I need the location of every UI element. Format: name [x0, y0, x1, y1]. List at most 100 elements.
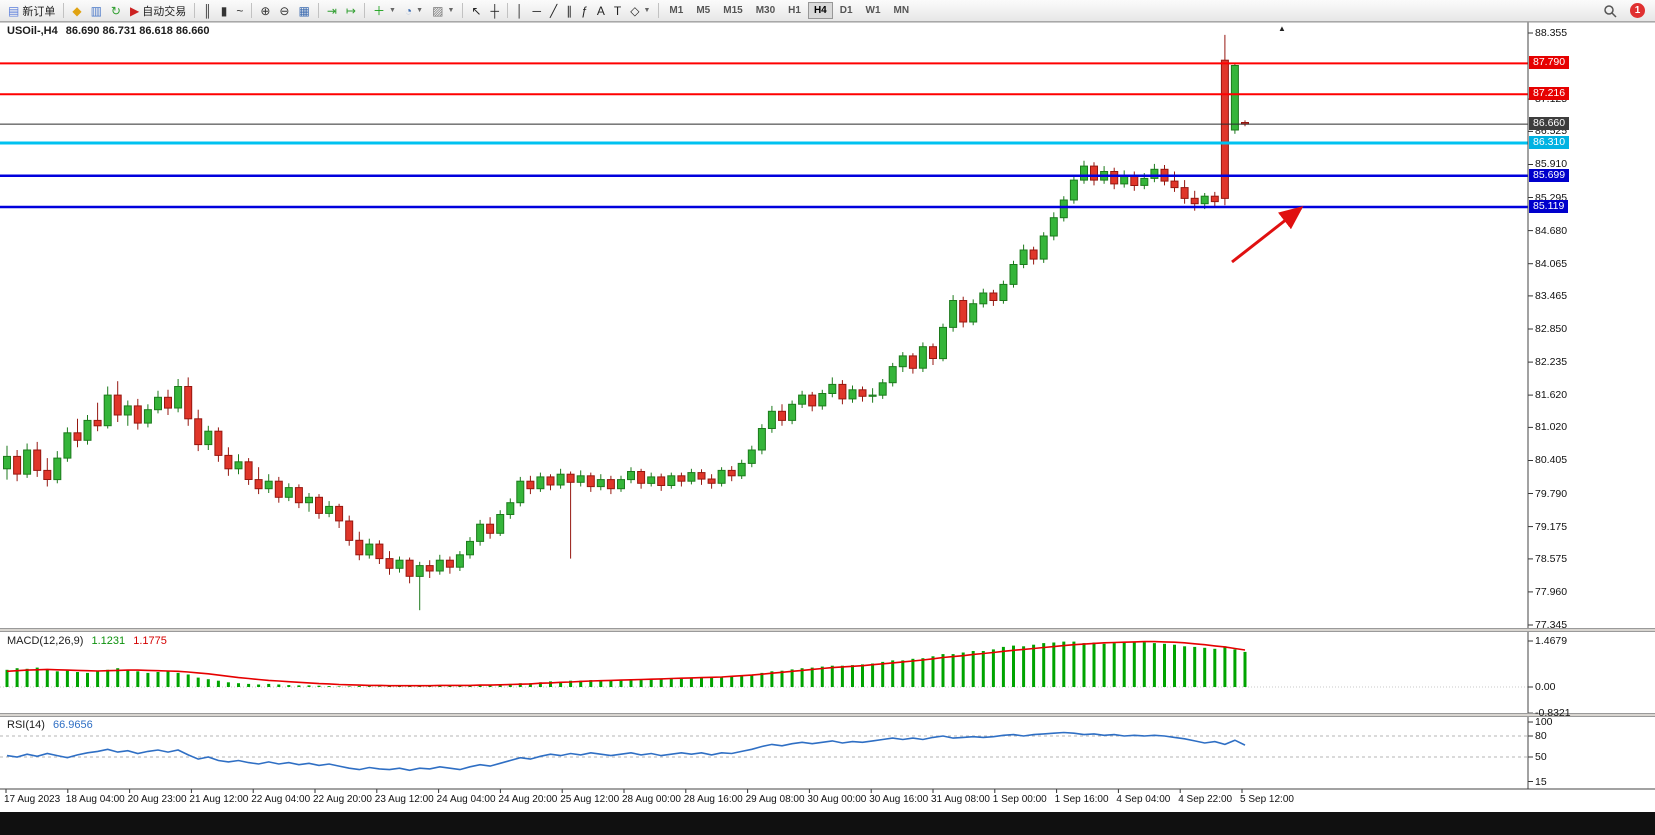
cursor-button[interactable]: ↖	[467, 2, 485, 20]
crosshair-button[interactable]: ┼	[486, 2, 503, 20]
cursor-icon: ↖	[471, 3, 482, 18]
chart-shift-marker[interactable]: ▲	[1278, 24, 1286, 33]
toolbar-separator	[363, 3, 365, 18]
ohlc-bars-icon: ║	[203, 3, 212, 18]
notification-badge[interactable]: 1	[1630, 3, 1645, 18]
time-label: 21 Aug 12:00	[189, 794, 249, 805]
annotation-arrow[interactable]	[1231, 206, 1304, 264]
tf-mn[interactable]: MN	[893, 5, 910, 16]
auto-scroll-button[interactable]: ⇥	[323, 2, 341, 20]
vertical-line-icon: │	[515, 3, 524, 18]
chevron-down-icon: ▼	[643, 7, 651, 14]
horizontal-line-icon: ─	[532, 3, 541, 18]
shapes-button[interactable]: ◇ ▼	[626, 2, 654, 20]
candlestick-icon: ▮	[220, 3, 228, 18]
price-tick-label: 79.790	[1535, 487, 1568, 500]
tf-m1[interactable]: M1	[669, 5, 684, 16]
time-axis[interactable]	[0, 789, 1655, 811]
symbol-title: USOil-,H4	[7, 25, 58, 37]
price-tick-label: 84.680	[1535, 224, 1568, 237]
trendline-button[interactable]: ╱	[546, 2, 561, 20]
bottom-bar	[0, 812, 1655, 835]
tf-d1[interactable]: D1	[839, 5, 853, 16]
chevron-down-icon: ▼	[416, 7, 424, 14]
price-tick-label: 79.175	[1535, 520, 1568, 533]
add-indicator-icon: ＋	[372, 3, 385, 18]
price-axis[interactable]	[1529, 22, 1655, 789]
tf-w1[interactable]: W1	[865, 5, 881, 16]
toolbar-separator	[462, 3, 464, 18]
autotrading-icon: ▶	[129, 3, 140, 18]
zoom-out-icon: ⊖	[279, 3, 290, 18]
time-label: 25 Aug 12:00	[560, 794, 620, 805]
panel-separator-rsi[interactable]	[0, 713, 1655, 717]
fibonacci-button[interactable]: ƒ	[577, 2, 592, 20]
toolbar-separator	[317, 3, 319, 18]
charts-window-button[interactable]: ◆	[68, 2, 85, 20]
toolbar-separator	[194, 3, 196, 18]
text-button[interactable]: A	[593, 2, 609, 20]
price-tick-label: 78.575	[1535, 552, 1568, 565]
rsi-label: RSI(14) 66.9656	[7, 719, 93, 731]
vertical-line-button[interactable]: │	[512, 2, 528, 20]
price-level-chip-87.790: 87.790	[1529, 56, 1570, 70]
auto-scroll-icon: ⇥	[326, 3, 337, 18]
toolbar-separator	[658, 3, 660, 18]
market-watch-button[interactable]: ▥	[87, 2, 106, 20]
time-label: 28 Aug 16:00	[683, 794, 743, 805]
tile-windows-icon: ▦	[298, 3, 310, 18]
time-label: 29 Aug 08:00	[745, 794, 805, 805]
indicators-button[interactable]: ＋ ▼	[369, 2, 400, 20]
price-level-chip-87.216: 87.216	[1529, 87, 1570, 101]
horizontal-line-button[interactable]: ─	[528, 2, 545, 20]
channel-button[interactable]: ∥	[562, 2, 576, 20]
price-tick-label: 81.020	[1535, 421, 1568, 434]
zoom-in-button[interactable]: ⊕	[256, 2, 274, 20]
rsi-name: RSI(14)	[7, 719, 45, 731]
time-label: 22 Aug 20:00	[313, 794, 372, 805]
time-label: 24 Aug 04:00	[436, 794, 496, 805]
search-button[interactable]	[1599, 2, 1621, 20]
new-order-icon: ▤	[8, 3, 20, 18]
market-watch-icon: ▥	[90, 3, 102, 18]
tile-windows-button[interactable]: ▦	[294, 2, 313, 20]
bar-chart-button[interactable]: ║	[199, 2, 216, 20]
diamond-icon: ◆	[72, 3, 82, 18]
clock-icon: ◔	[404, 3, 413, 18]
autotrading-button[interactable]: ▶ 自动交易	[126, 2, 190, 20]
toolbar-separator	[251, 3, 253, 18]
chevron-down-icon: ▼	[447, 7, 455, 14]
tf-h4[interactable]: H4	[807, 2, 833, 19]
tf-m30[interactable]: M30	[755, 5, 776, 16]
rsi-scale-label: 80	[1535, 730, 1547, 742]
price-tick-label: 83.465	[1535, 289, 1568, 302]
macd-scale-label: -0.8321	[1535, 707, 1571, 720]
text-icon: A	[596, 3, 605, 18]
price-level-chip-86.310: 86.310	[1529, 135, 1570, 149]
periods-button[interactable]: ◔ ▼	[401, 2, 427, 20]
zoom-out-button[interactable]: ⊖	[275, 2, 293, 20]
time-label: 17 Aug 2023	[4, 794, 61, 805]
time-label: 22 Aug 04:00	[251, 794, 311, 805]
rsi-scale-label: 15	[1535, 775, 1547, 788]
chart-shift-button[interactable]: ↦	[342, 2, 360, 20]
candle-chart-button[interactable]: ▮	[217, 2, 232, 20]
panel-separator-macd[interactable]	[0, 628, 1655, 632]
macd-name: MACD(12,26,9)	[7, 635, 84, 647]
templates-button[interactable]: ▨ ▼	[428, 2, 458, 20]
new-order-button[interactable]: ▤ 新订单	[4, 2, 59, 20]
tf-m15[interactable]: M15	[723, 5, 743, 16]
candles	[3, 34, 1249, 611]
rsi-scale-label: 50	[1535, 751, 1547, 763]
time-label: 23 Aug 12:00	[374, 794, 434, 805]
line-chart-button[interactable]: ~	[232, 2, 247, 20]
time-label: 30 Aug 16:00	[869, 794, 929, 805]
tf-h1[interactable]: H1	[788, 5, 801, 16]
label-button[interactable]: T	[610, 2, 625, 20]
tf-m5[interactable]: M5	[696, 5, 711, 16]
refresh-button[interactable]: ↻	[107, 2, 125, 20]
price-tick-label: 82.235	[1535, 356, 1568, 369]
time-label: 24 Aug 20:00	[498, 794, 558, 805]
price-tick-label: 85.910	[1535, 158, 1568, 171]
